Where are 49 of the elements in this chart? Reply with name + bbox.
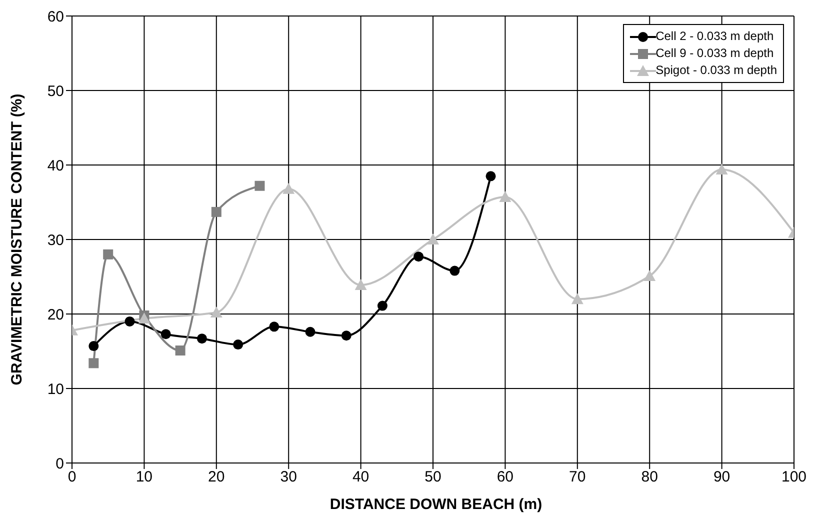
x-tick-label: 20 bbox=[208, 468, 225, 486]
point bbox=[138, 312, 150, 324]
x-tick-label: 80 bbox=[641, 468, 658, 486]
point bbox=[644, 270, 656, 282]
x-tick-label: 90 bbox=[713, 468, 730, 486]
x-tick-label: 10 bbox=[136, 468, 153, 486]
point bbox=[354, 278, 367, 290]
x-tick-label: 40 bbox=[352, 468, 370, 486]
legend-label: Cell 9 - 0.033 m depth bbox=[656, 45, 774, 62]
legend-label: Spigot - 0.033 m depth bbox=[656, 62, 777, 79]
point bbox=[305, 326, 316, 337]
point bbox=[716, 163, 728, 174]
point bbox=[450, 266, 460, 276]
point bbox=[427, 234, 439, 244]
point bbox=[124, 316, 135, 326]
y-tick-label: 60 bbox=[47, 8, 64, 26]
point bbox=[571, 293, 584, 304]
point bbox=[196, 334, 207, 344]
y-axis-title: GRAVIMETRIC MOISTURE CONTENT (%) bbox=[8, 94, 26, 386]
x-tick-label: 100 bbox=[781, 468, 807, 486]
point bbox=[282, 182, 295, 194]
point bbox=[499, 191, 512, 202]
point bbox=[233, 340, 244, 350]
point bbox=[211, 206, 222, 217]
y-tick-label: 50 bbox=[47, 82, 64, 100]
point bbox=[88, 358, 99, 368]
point bbox=[254, 180, 265, 191]
point bbox=[160, 329, 171, 340]
point bbox=[88, 341, 99, 352]
point bbox=[269, 322, 280, 332]
y-tick-label: 10 bbox=[47, 380, 64, 398]
x-tick-label: 70 bbox=[569, 468, 586, 486]
legend-label: Cell 2 - 0.033 m depth bbox=[656, 28, 774, 45]
y-tick-label: 40 bbox=[47, 157, 64, 174]
x-tick-label: 30 bbox=[280, 468, 297, 486]
y-tick-label: 30 bbox=[47, 232, 64, 249]
x-tick-label: 0 bbox=[68, 468, 76, 486]
x-tick-label: 50 bbox=[424, 468, 442, 486]
point bbox=[486, 171, 496, 182]
x-tick-label: 60 bbox=[496, 468, 514, 486]
point bbox=[414, 252, 424, 262]
y-tick-label: 0 bbox=[56, 455, 64, 472]
point bbox=[103, 249, 114, 260]
point bbox=[175, 346, 186, 356]
point bbox=[377, 300, 388, 311]
point bbox=[341, 330, 352, 341]
point bbox=[210, 306, 222, 318]
y-tick-label: 20 bbox=[47, 306, 64, 324]
x-axis-title: DISTANCE DOWN BEACH (m) bbox=[328, 496, 544, 513]
